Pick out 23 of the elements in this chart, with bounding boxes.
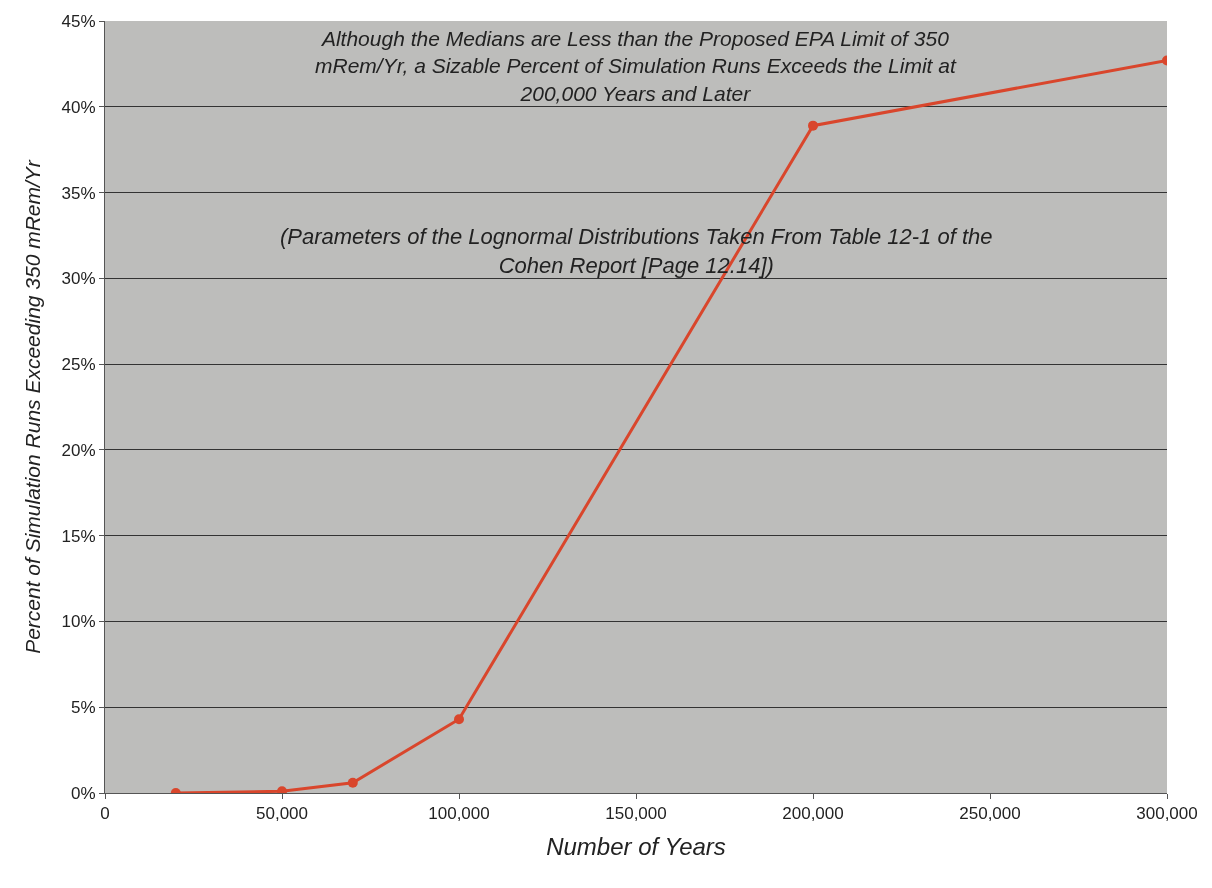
x-tick-label: 0 <box>100 804 110 824</box>
point <box>808 120 818 131</box>
x-tick-label: 100,000 <box>428 804 490 824</box>
text: Although the Medians are Less than the Proposed EPA Limit of 350 mRem/Yr, a Sizable Percent of Simulation Runs Exceeds the Limit at 200,000 Years and Later <box>315 27 957 105</box>
x-tick-label: 50,000 <box>256 804 308 824</box>
y-tick-label: 5% <box>71 698 96 718</box>
point <box>454 714 464 725</box>
point <box>347 777 358 788</box>
y-tick-label: 10% <box>61 612 96 632</box>
y-tick-label: 45% <box>61 11 96 31</box>
y-tick-label: 20% <box>61 440 96 460</box>
x-tick-label: 250,000 <box>959 804 1021 824</box>
x-tick-label: 150,000 <box>605 804 667 824</box>
y-axis-title: Percent of Simulation Runs Exceeding 350 mRem/Yr <box>20 159 44 654</box>
y-tick-label: 40% <box>61 97 96 117</box>
x-tick-label: 200,000 <box>782 804 844 824</box>
x-axis-title: Number of Years <box>546 832 726 860</box>
y-tick-label: 30% <box>61 269 96 289</box>
x-tick-label: 300,000 <box>1136 804 1198 824</box>
y-tick-label: 25% <box>61 355 96 375</box>
y-tick-label: 15% <box>61 526 96 546</box>
y-tick-label: 0% <box>71 783 96 803</box>
y-tick-label: 35% <box>61 183 96 203</box>
